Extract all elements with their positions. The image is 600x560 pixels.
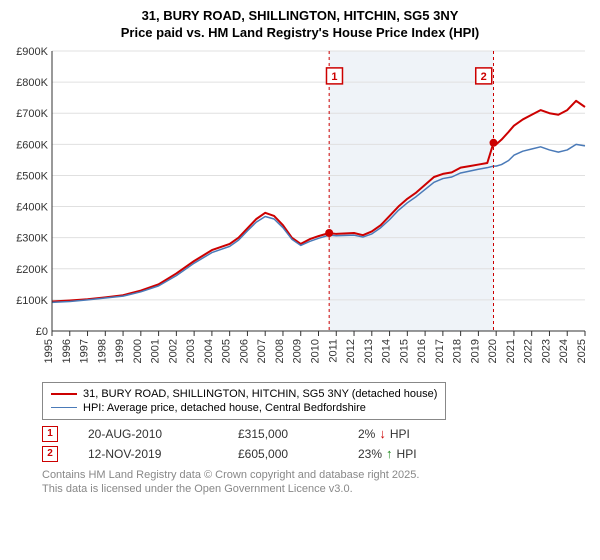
- x-tick-label: 2004: [203, 339, 215, 363]
- legend-swatch: [51, 407, 77, 408]
- marker-price: £315,000: [238, 427, 328, 441]
- y-tick-label: £900K: [16, 46, 48, 58]
- x-tick-label: 2005: [221, 339, 233, 363]
- marker-hpi-pct: 23%: [358, 447, 382, 461]
- x-tick-label: 2007: [256, 339, 268, 363]
- series-hpi: [52, 144, 585, 302]
- marker-detail-row: 2 12-NOV-2019 £605,000 23% ↑ HPI: [42, 446, 600, 462]
- marker-dot: [325, 229, 333, 237]
- y-tick-label: £700K: [16, 108, 48, 120]
- legend-swatch: [51, 393, 77, 395]
- footer-note: Contains HM Land Registry data © Crown c…: [42, 468, 600, 497]
- legend-text: HPI: Average price, detached house, Cent…: [83, 402, 366, 414]
- x-tick-label: 1997: [79, 339, 91, 363]
- y-tick-label: £400K: [16, 201, 48, 213]
- legend-row: HPI: Average price, detached house, Cent…: [51, 401, 437, 415]
- y-tick-label: £600K: [16, 139, 48, 151]
- shaded-band: [329, 51, 493, 331]
- marker-hpi-pct: 2%: [358, 427, 375, 441]
- x-tick-label: 2014: [381, 339, 393, 363]
- title-line-1: 31, BURY ROAD, SHILLINGTON, HITCHIN, SG5…: [10, 8, 590, 25]
- marker-price: £605,000: [238, 447, 328, 461]
- marker-hpi: 2% ↓ HPI: [358, 427, 478, 441]
- legend-text: 31, BURY ROAD, SHILLINGTON, HITCHIN, SG5…: [83, 388, 437, 400]
- x-tick-label: 2002: [167, 339, 179, 363]
- footer-line-2: This data is licensed under the Open Gov…: [42, 482, 600, 496]
- arrow-up-icon: ↑: [386, 447, 393, 460]
- x-tick-label: 1999: [114, 339, 126, 363]
- y-tick-label: £100K: [16, 295, 48, 307]
- marker-badge: 1: [42, 426, 58, 442]
- marker-badge: 2: [42, 446, 58, 462]
- marker-date: 20-AUG-2010: [88, 427, 208, 441]
- x-tick-label: 2025: [576, 339, 588, 363]
- legend-row: 31, BURY ROAD, SHILLINGTON, HITCHIN, SG5…: [51, 387, 437, 401]
- x-tick-label: 2008: [274, 339, 286, 363]
- x-tick-label: 2020: [487, 339, 499, 363]
- x-tick-label: 2024: [558, 339, 570, 363]
- marker-hpi: 23% ↑ HPI: [358, 447, 478, 461]
- chart-title: 31, BURY ROAD, SHILLINGTON, HITCHIN, SG5…: [0, 0, 600, 46]
- y-tick-label: £500K: [16, 170, 48, 182]
- title-line-2: Price paid vs. HM Land Registry's House …: [10, 25, 590, 42]
- marker-dot: [490, 139, 498, 147]
- marker-badge-text: 1: [331, 71, 337, 83]
- chart-area: £0 £100K £200K £300K £400K £500K £600K £700K £80…: [10, 46, 590, 376]
- marker-date: 12-NOV-2019: [88, 447, 208, 461]
- x-tick-label: 2003: [185, 339, 197, 363]
- x-tick-label: 1995: [43, 339, 55, 363]
- marker-detail-row: 1 20-AUG-2010 £315,000 2% ↓ HPI: [42, 426, 600, 442]
- series-price_paid: [52, 101, 585, 302]
- x-tick-label: 2015: [398, 339, 410, 363]
- x-tick-label: 2021: [505, 339, 517, 363]
- x-tick-label: 2011: [327, 339, 339, 363]
- marker-badge-text: 2: [481, 71, 487, 83]
- x-tick-label: 2013: [363, 339, 375, 363]
- x-tick-label: 2023: [540, 339, 552, 363]
- x-tick-label: 2012: [345, 339, 357, 363]
- x-tick-label: 2009: [292, 339, 304, 363]
- x-tick-label: 2000: [132, 339, 144, 363]
- x-tick-label: 2010: [310, 339, 322, 363]
- x-tick-label: 2001: [150, 339, 162, 363]
- x-tick-label: 2017: [434, 339, 446, 363]
- y-tick-label: £0: [36, 326, 48, 338]
- legend: 31, BURY ROAD, SHILLINGTON, HITCHIN, SG5…: [42, 382, 446, 420]
- y-tick-label: £200K: [16, 264, 48, 276]
- x-tick-label: 2018: [452, 339, 464, 363]
- marker-hpi-label: HPI: [390, 427, 410, 441]
- x-tick-label: 1996: [61, 339, 73, 363]
- x-tick-label: 2022: [523, 339, 535, 363]
- x-tick-label: 2006: [238, 339, 250, 363]
- x-tick-label: 1998: [96, 339, 108, 363]
- y-tick-label: £800K: [16, 77, 48, 89]
- arrow-down-icon: ↓: [379, 427, 386, 440]
- y-tick-label: £300K: [16, 232, 48, 244]
- footer-line-1: Contains HM Land Registry data © Crown c…: [42, 468, 600, 482]
- marker-hpi-label: HPI: [397, 447, 417, 461]
- x-tick-label: 2019: [469, 339, 481, 363]
- chart-svg: £0 £100K £200K £300K £400K £500K £600K £700K £80…: [10, 46, 590, 376]
- x-tick-label: 2016: [416, 339, 428, 363]
